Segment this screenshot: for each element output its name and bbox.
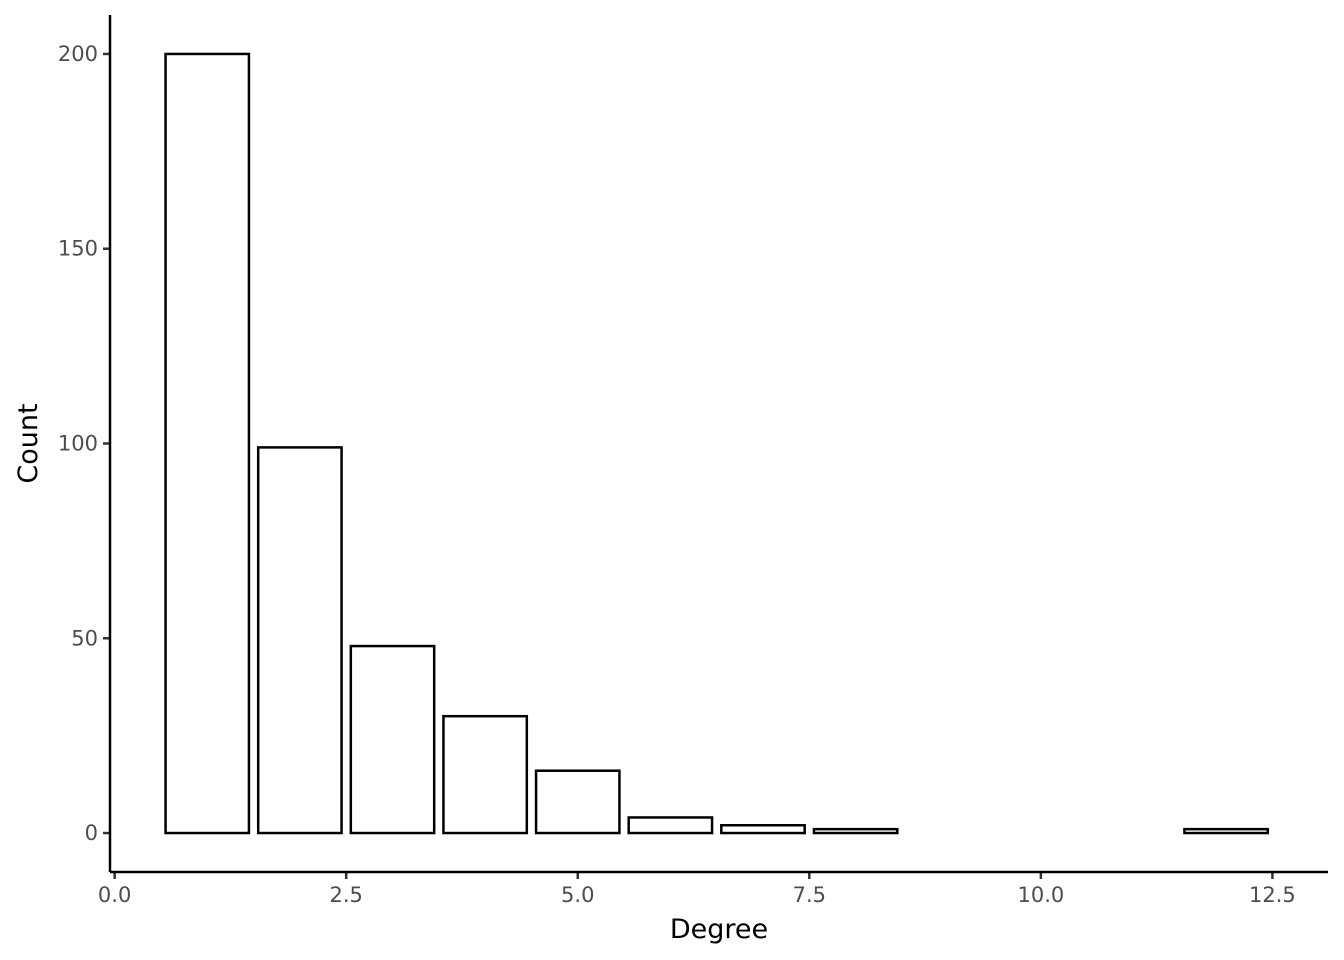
bar-degree-7 xyxy=(720,824,806,835)
y-tick-label: 150 xyxy=(58,237,98,261)
bar-degree-2 xyxy=(256,446,343,835)
y-axis-title: Count xyxy=(13,403,44,483)
y-tick-label: 100 xyxy=(58,432,98,456)
y-tick-label: 0 xyxy=(85,821,98,845)
x-tick-label: 5.0 xyxy=(561,883,594,907)
x-tick-label: 2.5 xyxy=(329,883,362,907)
x-axis-ticks: 0.0 2.5 5.0 7.5 10.0 12.5 xyxy=(98,872,1296,907)
bars-group xyxy=(164,52,1270,835)
x-tick-label: 0.0 xyxy=(98,883,131,907)
bar-degree-4 xyxy=(442,714,529,835)
bar-degree-5 xyxy=(534,769,621,835)
y-tick-label: 50 xyxy=(71,626,98,650)
bar-degree-1 xyxy=(164,52,251,835)
x-tick-label: 7.5 xyxy=(793,883,826,907)
x-axis-title: Degree xyxy=(670,914,768,945)
bar-degree-6 xyxy=(627,816,714,835)
x-tick-label: 12.5 xyxy=(1249,883,1296,907)
y-tick-label: 200 xyxy=(58,42,98,66)
y-axis-ticks: 0 50 100 150 200 xyxy=(58,42,110,845)
bar-degree-8 xyxy=(812,827,899,835)
bar-degree-3 xyxy=(349,644,436,835)
x-tick-label: 10.0 xyxy=(1017,883,1064,907)
bar-degree-12 xyxy=(1183,827,1270,835)
